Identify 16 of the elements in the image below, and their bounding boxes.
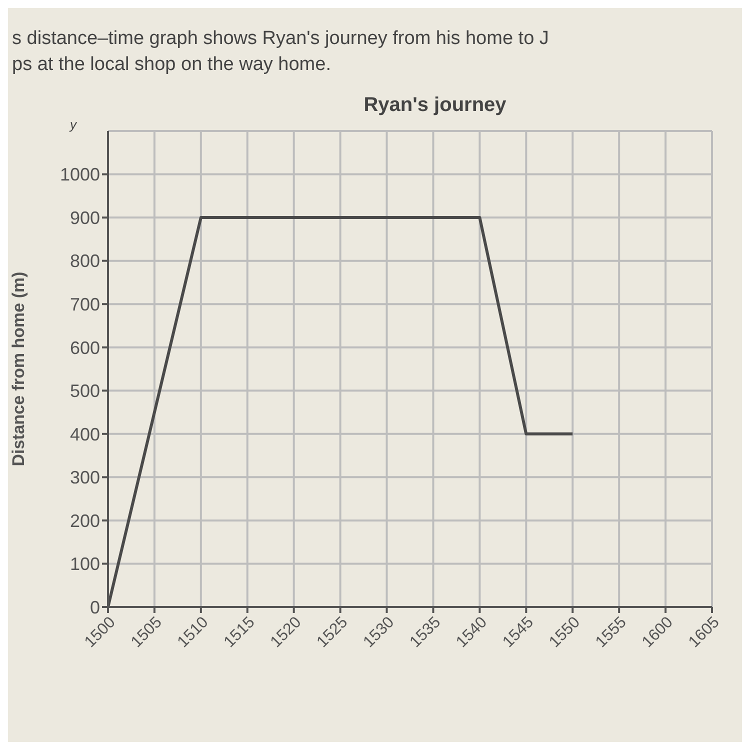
y-tick-label: 700 bbox=[70, 294, 100, 314]
y-tick-label: 200 bbox=[70, 510, 100, 531]
y-tick-label: 300 bbox=[70, 468, 100, 488]
y-tick-label: 900 bbox=[70, 208, 100, 228]
y-tick-label: 400 bbox=[70, 424, 100, 444]
y-tick-label: 1000 bbox=[60, 164, 100, 185]
y-tick-label: 500 bbox=[70, 381, 100, 402]
y-tick-label: 100 bbox=[70, 554, 100, 574]
text: ps at the local shop on the way home. bbox=[12, 53, 332, 77]
text: y bbox=[70, 117, 76, 132]
chart-title: Ryan's journey bbox=[362, 94, 508, 117]
y-tick-label: 800 bbox=[70, 251, 100, 272]
text: s distance–time graph shows Ryan's journey from his home to J bbox=[12, 27, 550, 51]
y-axis-title: Distance from home (m) bbox=[9, 272, 28, 466]
y-tick-label: 600 bbox=[70, 338, 100, 358]
y-tick-label: 0 bbox=[90, 597, 100, 618]
